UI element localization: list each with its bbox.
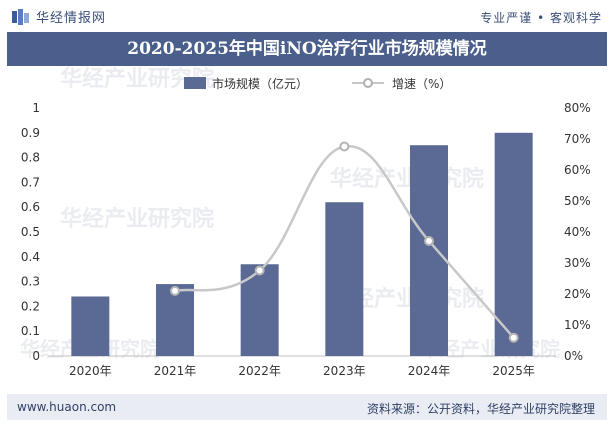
y-right-tick-label: 50% bbox=[564, 194, 591, 208]
x-tick-label: 2021年 bbox=[154, 364, 197, 378]
x-tick-label: 2025年 bbox=[492, 364, 535, 378]
growth-point bbox=[339, 141, 350, 152]
bar bbox=[494, 132, 533, 356]
y-left-tick-label: 0.8 bbox=[21, 151, 40, 165]
growth-point bbox=[424, 235, 434, 246]
bars bbox=[71, 132, 533, 356]
y-right-tick-label: 0% bbox=[564, 349, 583, 363]
y-right-tick-label: 60% bbox=[564, 163, 591, 177]
title-bar: 2020-2025年中国iNO治疗行业市场规模情况 bbox=[7, 32, 607, 66]
y-left-tick-label: 0.1 bbox=[21, 324, 40, 338]
brand-name: 华经情报网 bbox=[36, 11, 107, 26]
legend-line-marker bbox=[363, 78, 373, 88]
y-right-tick-label: 40% bbox=[564, 225, 591, 239]
y-left-tick-label: 0 bbox=[32, 349, 40, 363]
y-right-tick-label: 70% bbox=[564, 132, 591, 146]
x-tick-label: 2024年 bbox=[408, 364, 451, 378]
chart-title: 2020-2025年中国iNO治疗行业市场规模情况 bbox=[127, 39, 487, 59]
x-tick-label: 2022年 bbox=[238, 364, 281, 378]
bar bbox=[156, 284, 194, 356]
y-left-tick-label: 0.4 bbox=[21, 250, 40, 264]
x-axis-labels: 2020年 2021年 2022年 2023年 2024年 2025年 bbox=[69, 364, 535, 378]
growth-line bbox=[170, 141, 519, 343]
legend-line-label: 增速（%） bbox=[392, 77, 451, 91]
chart: 华经产业研究院华经产业研究院华经产业研究院华经产业研究院华经产业研究院华经产业研… bbox=[20, 66, 591, 378]
brand: 华经情报网 bbox=[12, 7, 106, 26]
huajing-logo-icon bbox=[12, 8, 29, 25]
y-left-tick-label: 0.5 bbox=[21, 225, 40, 239]
footer-site: www.huaon.com bbox=[17, 400, 117, 414]
legend: 市场规模（亿元） 增速（%） bbox=[184, 76, 451, 91]
bar bbox=[410, 145, 448, 356]
growth-point bbox=[254, 265, 265, 276]
y-left-tick-label: 0.2 bbox=[21, 299, 40, 313]
legend-bar-swatch bbox=[184, 77, 206, 89]
legend-bar-label: 市场规模（亿元） bbox=[212, 76, 308, 91]
y-right-tick-label: 10% bbox=[564, 318, 591, 332]
bar bbox=[240, 264, 279, 356]
growth-point bbox=[508, 332, 519, 343]
watermark-text: 华经产业研究院 bbox=[60, 206, 214, 232]
y-right-tick-label: 20% bbox=[564, 287, 591, 301]
footer: www.huaon.com 资料来源：公开资料，华经产业研究院整理 bbox=[7, 394, 607, 420]
y-left-tick-label: 0.6 bbox=[21, 200, 40, 214]
x-tick-label: 2023年 bbox=[323, 364, 366, 378]
y-right-tick-label: 80% bbox=[564, 101, 591, 115]
bar bbox=[325, 202, 364, 356]
y-left-tick-label: 0.7 bbox=[21, 175, 40, 189]
bar bbox=[71, 296, 110, 356]
slogan: 专业严谨 • 客观科学 bbox=[480, 11, 602, 25]
y-left-tick-label: 1 bbox=[32, 101, 40, 115]
footer-source: 资料来源：公开资料，华经产业研究院整理 bbox=[366, 402, 595, 416]
watermark-text: 华经产业研究院 bbox=[330, 166, 484, 192]
x-tick-label: 2020年 bbox=[69, 364, 112, 378]
y-left-tick-label: 0.3 bbox=[21, 275, 40, 289]
top-bar: 华经情报网 专业严谨 • 客观科学 bbox=[0, 0, 614, 32]
y-right-tick-label: 30% bbox=[564, 256, 591, 270]
axes: 00.10.20.30.40.50.60.70.80.910%10%20%30%… bbox=[21, 101, 591, 363]
y-left-tick-label: 0.9 bbox=[21, 126, 40, 140]
growth-point bbox=[170, 285, 180, 296]
